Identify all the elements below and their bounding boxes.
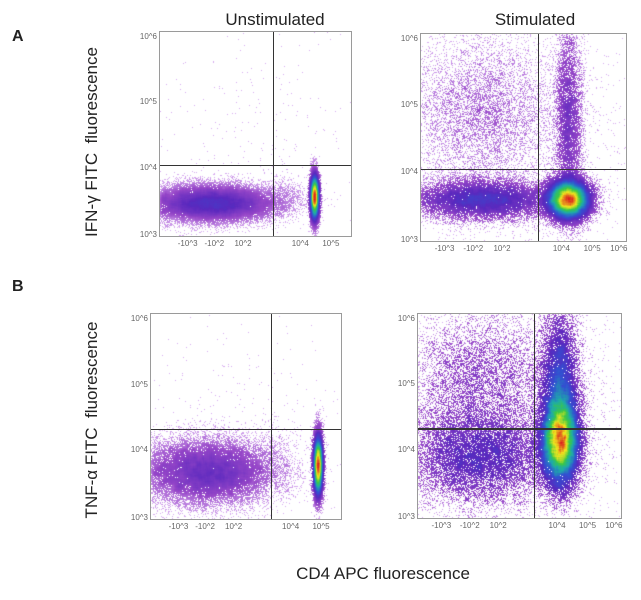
- y-tick-label: 10^5: [397, 379, 415, 389]
- x-tick-label: -10^3: [434, 244, 455, 253]
- y-tick-label: 10^6: [130, 314, 148, 324]
- x-tick-label: 10^5: [312, 522, 330, 531]
- density-scatter: [421, 34, 626, 241]
- x-tick-label: 10^4: [552, 244, 570, 253]
- x-tick-label: -10^2: [204, 239, 225, 248]
- x-tick-label: 10^2: [234, 239, 252, 248]
- x-tick-label: -10^2: [463, 244, 484, 253]
- density-scatter: [160, 32, 351, 236]
- density-scatter: [418, 314, 621, 518]
- y-tick-label: 10^3: [400, 235, 418, 244]
- x-tick-label: 10^6: [610, 244, 628, 253]
- y-tick-label: 10^6: [400, 34, 418, 44]
- y-axis-title-tnf: TNF-α FITC fluorescence: [82, 321, 101, 519]
- x-tick-label: -10^2: [195, 522, 215, 531]
- y-tick-label: 10^3: [139, 230, 157, 239]
- y-tick-label: 10^4: [130, 445, 148, 455]
- y-tick-label: 10^4: [400, 166, 418, 176]
- column-title-stimulated: Stimulated: [494, 10, 576, 29]
- x-tick-label: 10^4: [291, 239, 309, 248]
- quadrant-gate-horizontal[interactable]: [421, 168, 626, 171]
- quadrant-gate-horizontal[interactable]: [160, 164, 351, 167]
- quadrant-gate-vertical[interactable]: [270, 314, 273, 519]
- y-axis-title-ifn: IFN-γ FITC fluorescence: [82, 47, 101, 237]
- plot-a-unstimulated: [159, 31, 352, 237]
- plot-b-unstimulated: [150, 313, 342, 520]
- x-axis-title: CD4 APC fluorescence: [296, 564, 470, 583]
- x-tick-label: 10^5: [578, 521, 597, 530]
- x-tick-label: -10^3: [168, 522, 189, 531]
- x-tick-label: 10^4: [548, 521, 566, 530]
- x-tick-label: 10^2: [493, 244, 511, 253]
- panel-label-b: B: [12, 278, 24, 295]
- y-tick-label: 10^6: [139, 32, 157, 42]
- y-tick-label: 10^4: [397, 444, 415, 454]
- quadrant-gate-vertical[interactable]: [533, 314, 536, 518]
- x-tick-label: 10^2: [225, 522, 243, 531]
- x-tick-label: 10^5: [322, 239, 340, 248]
- y-tick-label: 10^4: [139, 162, 157, 172]
- plot-b-stimulated: [417, 313, 622, 519]
- x-tick-label: -10^3: [431, 521, 452, 530]
- density-scatter: [151, 314, 341, 519]
- quadrant-gate-horizontal[interactable]: [151, 428, 341, 431]
- quadrant-gate-horizontal[interactable]: [418, 428, 621, 430]
- quadrant-gate-vertical[interactable]: [272, 32, 275, 236]
- column-title-unstimulated: Unstimulated: [225, 10, 325, 29]
- y-tick-label: 10^3: [397, 512, 415, 521]
- y-tick-label: 10^6: [397, 314, 415, 324]
- y-tick-label: 10^5: [400, 100, 418, 110]
- panel-label-a: A: [12, 28, 24, 45]
- x-tick-label: 10^5: [583, 244, 601, 253]
- quadrant-gate-vertical[interactable]: [537, 34, 540, 241]
- y-tick-label: 10^5: [130, 379, 148, 389]
- x-tick-label: 10^4: [282, 522, 300, 531]
- x-tick-label: -10^2: [459, 521, 480, 530]
- y-tick-label: 10^3: [130, 513, 148, 522]
- x-tick-label: 10^2: [489, 521, 507, 530]
- x-tick-label: 10^6: [605, 521, 623, 530]
- x-tick-label: -10^3: [177, 239, 198, 248]
- plot-a-stimulated: [420, 33, 627, 242]
- y-tick-label: 10^5: [139, 97, 157, 107]
